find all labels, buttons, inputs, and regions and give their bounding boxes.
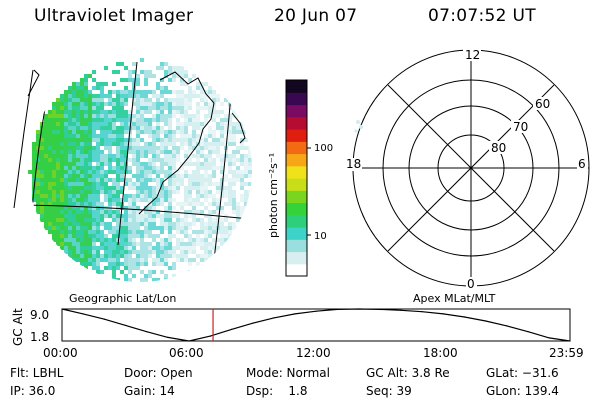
- date-label: 20 Jun 07: [274, 6, 358, 26]
- status-flt: Flt: LBHL: [10, 366, 64, 380]
- gc-alt-point: [125, 324, 127, 326]
- mlt-label-18: 18: [346, 157, 361, 171]
- colorbar-band: [286, 92, 307, 106]
- status-gain: Gain: 14: [124, 384, 175, 398]
- timeline-xtick: 00:00: [43, 346, 78, 360]
- gc-alt-point: [294, 313, 296, 315]
- timeline-xtick: 12:00: [296, 346, 331, 360]
- gc-alt-point: [188, 340, 190, 342]
- polar-grid: [352, 49, 590, 287]
- colorbar-band: [286, 129, 307, 142]
- gc-alt-point: [315, 310, 317, 312]
- polar-labels: 12 18 6 0 60 70 80: [344, 48, 588, 291]
- gc-alt-point: [485, 320, 487, 322]
- gc-alt-point: [569, 340, 571, 342]
- colorbar-band: [286, 178, 307, 191]
- mlat-label-60: 60: [535, 97, 550, 111]
- colorbar-gradient: [286, 80, 307, 277]
- coastline: [138, 71, 246, 215]
- colorbar-band: [286, 80, 307, 93]
- colorbar-band: [286, 263, 307, 277]
- aurora-intensity-pixels: [28, 58, 252, 282]
- mlt-label-0: 0: [467, 277, 475, 291]
- gc-alt-point: [252, 322, 254, 324]
- gc-alt-point: [82, 313, 84, 315]
- colorbar-band: [286, 227, 307, 240]
- gc-alt-point: [442, 313, 444, 315]
- gc-alt-point: [167, 336, 169, 338]
- colorbar-band: [286, 153, 307, 167]
- colorbar-band: [286, 251, 307, 265]
- polar-aurora-trace: [354, 120, 363, 133]
- timeline-frame: [61, 308, 571, 342]
- timeline-ytick: 9.0: [30, 308, 49, 322]
- gc-alt-point: [506, 325, 508, 327]
- gc-alt-point: [463, 316, 466, 318]
- timeline-xtick: 06:00: [169, 346, 204, 360]
- gc-alt-point: [230, 328, 233, 330]
- colorbar-tick-label: 10: [314, 231, 327, 242]
- gc-alt-point: [421, 311, 423, 313]
- colorbar-unit-label: photon cm⁻²s⁻¹: [267, 153, 280, 238]
- status-glon: GLon: 139.4: [486, 384, 559, 398]
- gc-alt-point: [358, 308, 360, 310]
- gc-alt-point: [146, 331, 148, 333]
- instrument-title: Ultraviolet Imager: [34, 6, 194, 26]
- colorbar-band: [286, 104, 307, 118]
- gc-alt-point: [336, 308, 338, 310]
- status-seq: Seq: 39: [366, 384, 412, 398]
- altitude-timeline: GC Alt 9.0 1.8 00:00 06:00 12:00 18:00 2…: [11, 308, 584, 360]
- gc-alt-point: [209, 335, 211, 337]
- timeline-xtick: 23:59: [549, 346, 584, 360]
- timeline-ytick: 1.8: [30, 330, 49, 344]
- mlt-label-6: 6: [578, 157, 586, 171]
- gc-alt-point: [400, 309, 402, 311]
- timeline-xtick: 18:00: [423, 346, 458, 360]
- colorbar-band: [286, 214, 307, 228]
- gc-alt-point: [379, 308, 381, 310]
- status-ip: IP: 36.0: [10, 384, 56, 398]
- colorbar-tick-label: 100: [314, 143, 333, 154]
- colorbar-band: [286, 190, 307, 204]
- time-label: 07:07:52 UT: [428, 6, 536, 26]
- polar-caption: Apex MLat/MLT: [413, 292, 496, 305]
- status-dsp: Dsp: 1.8: [246, 384, 308, 398]
- status-glat: GLat: −31.6: [486, 366, 559, 380]
- colorbar: 100 10 photon cm⁻²s⁻¹: [267, 79, 333, 277]
- map-caption: Geographic Lat/Lon: [69, 292, 176, 305]
- mlat-label-70: 70: [513, 120, 528, 134]
- geographic-map: [13, 58, 252, 282]
- gc-alt-point: [103, 318, 105, 320]
- colorbar-band: [286, 165, 307, 179]
- timeline-plot: [61, 308, 571, 342]
- colorbar-band: [286, 116, 307, 130]
- mlat-label-80: 80: [491, 141, 506, 155]
- gc-alt-point: [273, 317, 275, 319]
- gc-alt-point: [61, 308, 63, 310]
- timeline-ylabel: GC Alt: [11, 308, 25, 346]
- colorbar-band: [286, 202, 307, 216]
- colorbar-band: [286, 141, 307, 155]
- gc-alt-point: [527, 331, 529, 333]
- status-mode: Mode: Normal: [246, 366, 330, 380]
- colorbar-band: [286, 239, 307, 253]
- status-door: Door: Open: [124, 366, 193, 380]
- status-gc-alt: GC Alt: 3.8 Re: [366, 366, 450, 380]
- mlt-label-12: 12: [465, 48, 480, 62]
- gc-alt-point: [548, 337, 550, 339]
